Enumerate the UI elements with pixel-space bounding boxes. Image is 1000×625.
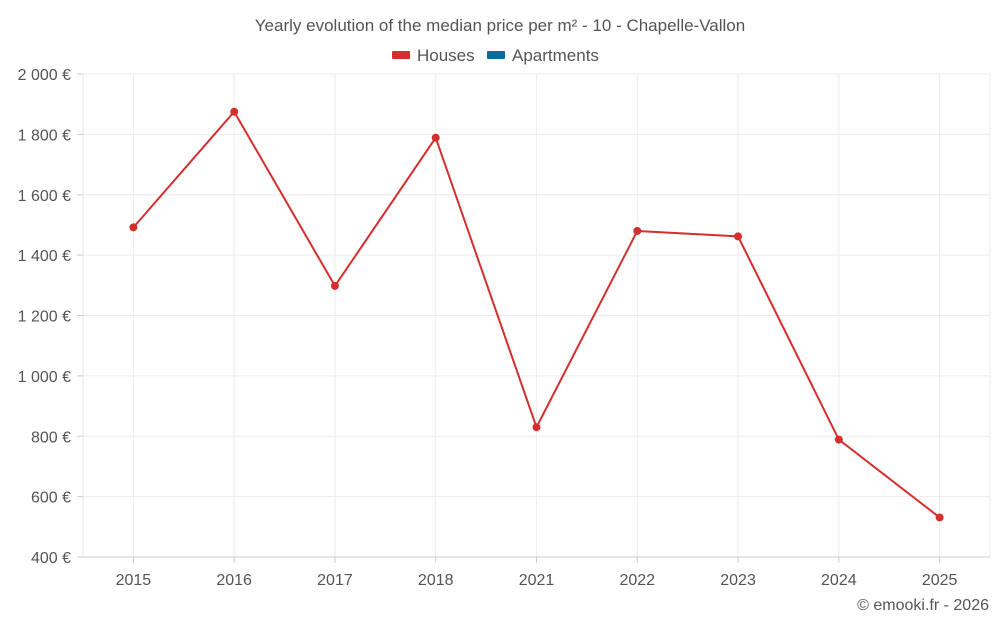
- y-tick-label: 2 000 €: [18, 67, 71, 84]
- y-tick-label: 1 200 €: [18, 309, 71, 326]
- x-tick-label: 2018: [418, 572, 454, 589]
- y-tick-label: 1 400 €: [18, 248, 71, 265]
- chart-title: Yearly evolution of the median price per…: [255, 16, 745, 35]
- x-tick-label: 2021: [519, 572, 555, 589]
- data-point-houses[interactable]: [734, 232, 743, 241]
- legend-label-houses: Houses: [417, 46, 475, 65]
- data-point-houses[interactable]: [834, 435, 843, 444]
- grid: [83, 73, 991, 557]
- data-point-houses[interactable]: [330, 281, 339, 290]
- x-tick-label: 2023: [720, 572, 756, 589]
- series-houses[interactable]: [129, 107, 944, 522]
- data-point-houses[interactable]: [532, 423, 541, 432]
- y-tick-label: 1 600 €: [18, 188, 71, 205]
- x-tick-label: 2025: [922, 572, 958, 589]
- y-axis-tick-labels: 400 € 600 € 800 € 1 000 € 1 200 € 1 400 € 1 60…: [18, 67, 71, 567]
- data-point-houses[interactable]: [431, 133, 440, 142]
- x-tick-label: 2022: [619, 572, 655, 589]
- legend-label-apartments: Apartments: [512, 46, 599, 65]
- credit-text: © emooki.fr - 2026: [857, 597, 989, 614]
- y-tick-label: 1 800 €: [18, 127, 71, 144]
- x-tick-label: 2024: [821, 572, 857, 589]
- legend-item-houses[interactable]: Houses: [392, 46, 475, 65]
- data-point-houses[interactable]: [230, 107, 239, 116]
- legend-swatch-houses: [392, 51, 410, 59]
- x-tick-label: 2015: [116, 572, 152, 589]
- legend-swatch-apartments: [487, 51, 505, 59]
- legend[interactable]: Houses Apartments: [392, 46, 599, 65]
- data-point-houses[interactable]: [129, 223, 138, 232]
- x-tick-label: 2017: [317, 572, 353, 589]
- x-axis-tick-labels: 2015 2016 2017 2018 2021 2022 2023 2024 2025: [116, 572, 958, 589]
- y-tick-label: 800 €: [31, 429, 71, 446]
- data-point-houses[interactable]: [935, 513, 944, 522]
- y-tick-label: 400 €: [31, 550, 71, 567]
- legend-item-apartments[interactable]: Apartments: [487, 46, 599, 65]
- y-tick-label: 1 000 €: [18, 369, 71, 386]
- y-tick-label: 600 €: [31, 490, 71, 507]
- axes: [77, 73, 990, 563]
- data-point-houses[interactable]: [633, 226, 642, 235]
- x-tick-label: 2016: [216, 572, 252, 589]
